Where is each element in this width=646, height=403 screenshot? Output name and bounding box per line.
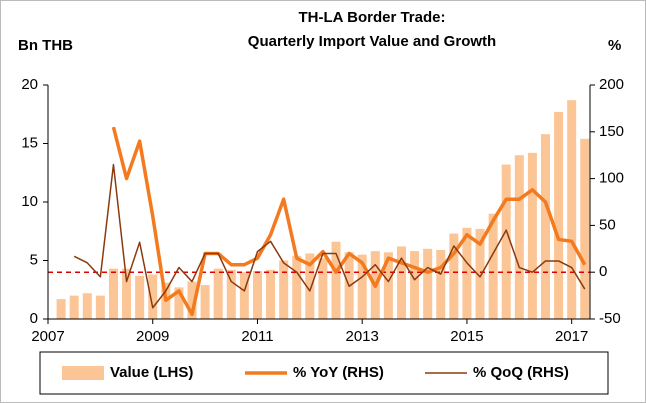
bar [252,271,262,319]
bar [95,295,105,319]
bar [266,269,276,319]
legend-label: % YoY (RHS) [293,364,384,381]
bar [187,281,197,319]
chart-title: TH-LA Border Trade: [299,9,446,26]
bar [554,111,564,319]
bar [410,251,420,319]
y2-tick-label: 150 [599,123,624,140]
bar [423,248,433,319]
bar [226,269,236,319]
bar [239,272,249,319]
bar [69,295,79,319]
legend-label: Value (LHS) [110,364,193,381]
y-tick-label: 0 [30,310,38,327]
x-tick-label: 2011 [241,328,273,345]
legend-swatch [62,366,104,380]
bar [135,275,145,319]
bar [462,227,472,319]
bar [449,233,459,319]
legend-label: % QoQ (RHS) [473,364,569,381]
legend-box [39,351,609,395]
x-tick-label: 2015 [450,328,483,345]
bar [436,249,446,319]
x-tick-label: 2009 [136,328,169,345]
y-tick-label: 15 [21,134,38,151]
bar [82,293,92,319]
y2-axis-label: % [608,37,621,54]
bar [501,164,511,319]
bar [540,134,550,319]
x-tick-label: 2017 [555,328,588,345]
bar [122,268,132,319]
y-axis-label: Bn THB [18,37,73,54]
bar [213,268,223,319]
y2-tick-label: -50 [599,310,621,327]
line-series [73,163,586,309]
bar [279,260,289,319]
y2-tick-label: 0 [599,263,607,280]
bar [514,155,524,319]
bar [357,254,367,319]
bar [292,255,302,319]
bar [174,287,184,319]
bar [305,253,315,319]
bar [331,241,341,319]
bar [318,258,328,319]
bar [475,228,485,319]
bar [396,246,406,319]
chart-title: Quarterly Import Value and Growth [248,33,496,50]
y-tick-label: 5 [30,251,38,268]
bar [488,213,498,319]
x-tick-label: 2013 [346,328,379,345]
bar [200,285,210,319]
bar [148,274,158,319]
y-tick-label: 20 [21,76,38,93]
y2-tick-label: 100 [599,170,624,187]
y2-tick-label: 50 [599,216,616,233]
bar [108,268,118,319]
y2-tick-label: 200 [599,76,624,93]
bar [580,138,590,319]
line-series [111,126,587,317]
bar [383,252,393,319]
bar [567,100,577,320]
y-tick-label: 10 [21,193,38,210]
bar [56,299,66,319]
bar [527,152,537,319]
x-tick-label: 2007 [31,328,64,345]
